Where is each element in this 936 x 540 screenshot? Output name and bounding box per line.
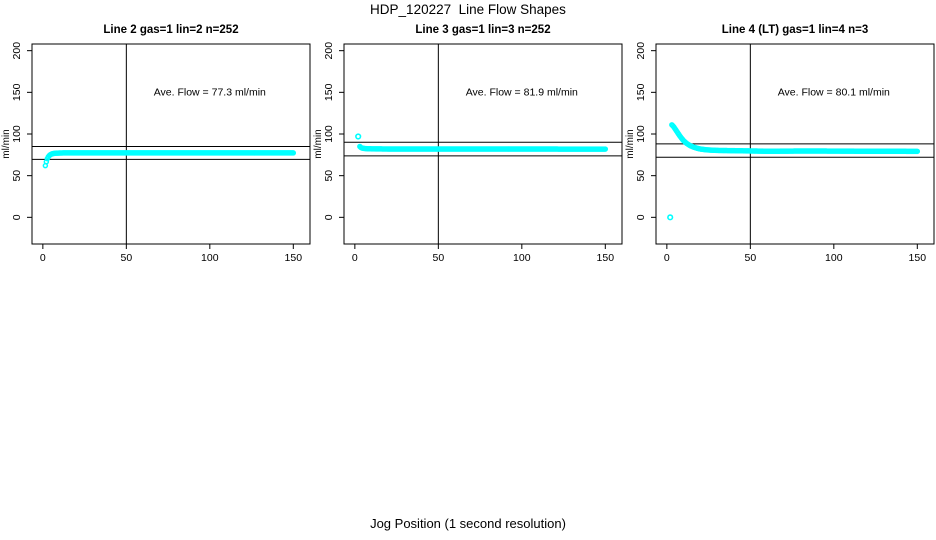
ave-flow-annotation: Ave. Flow = 77.3 ml/min (154, 86, 266, 98)
y-tick-label: 100 (635, 125, 647, 143)
y-tick-label: 0 (635, 214, 647, 220)
x-tick-label: 50 (744, 252, 756, 264)
panels-row: Line 2 gas=1 lin=2 n=252 0 50 100 150 0 50 100 1… (1, 24, 935, 264)
x-tick-label: 100 (513, 252, 531, 264)
y-tick-label: 0 (11, 214, 23, 220)
outlier-point (355, 133, 362, 140)
x-tick-label: 150 (597, 252, 615, 264)
y-axis-label: ml/min (313, 129, 324, 158)
x-tick-label: 50 (432, 252, 444, 264)
panel-title: Line 2 gas=1 lin=2 n=252 (103, 24, 238, 36)
panel-title: Line 3 gas=1 lin=3 n=252 (415, 24, 550, 36)
y-tick-label: 100 (11, 125, 23, 143)
y-tick-label: 200 (11, 42, 23, 60)
plot-box (31, 43, 311, 245)
outlier-point (667, 214, 674, 221)
ave-flow-annotation: Ave. Flow = 81.9 ml/min (466, 86, 578, 98)
figure-title: HDP_120227 Line Flow Shapes (370, 2, 566, 17)
y-tick-label: 0 (323, 214, 335, 220)
y-tick-label: 150 (323, 83, 335, 101)
x-tick-label: 0 (40, 252, 46, 264)
x-tick-label: 0 (664, 252, 670, 264)
x-tick-label: 50 (120, 252, 132, 264)
y-tick-label: 150 (635, 83, 647, 101)
figure-xlabel: Jog Position (1 second resolution) (370, 516, 566, 531)
y-tick-label: 200 (635, 42, 647, 60)
panel-line-4-plot: Line 4 (LT) gas=1 lin=4 n=3 0 50 100 150 0 50 1… (625, 24, 935, 264)
y-tick-label: 150 (11, 83, 23, 101)
plot-box (343, 43, 623, 245)
y-tick-label: 50 (323, 170, 335, 182)
y-axis-label: ml/min (1, 129, 12, 158)
y-tick-label: 200 (323, 42, 335, 60)
y-tick-label: 50 (635, 170, 647, 182)
panel-line-3-plot: Line 3 gas=1 lin=3 n=252 0 50 100 150 0 50 100 1… (313, 24, 623, 264)
plot-box (655, 43, 935, 245)
data-point (914, 148, 921, 155)
data-point (290, 150, 297, 156)
y-tick-label: 100 (323, 125, 335, 143)
panel-line-2-plot: Line 2 gas=1 lin=2 n=252 0 50 100 150 0 50 100 1… (1, 24, 311, 264)
y-tick-label: 50 (11, 170, 23, 182)
x-tick-label: 150 (909, 252, 927, 264)
x-tick-label: 0 (352, 252, 358, 264)
y-axis-label: ml/min (625, 129, 636, 158)
panel-title: Line 4 (LT) gas=1 lin=4 n=3 (722, 24, 868, 36)
x-tick-label: 100 (201, 252, 219, 264)
x-tick-label: 100 (825, 252, 843, 264)
ave-flow-annotation: Ave. Flow = 80.1 ml/min (778, 86, 890, 98)
x-tick-label: 150 (285, 252, 303, 264)
data-point (602, 146, 609, 152)
